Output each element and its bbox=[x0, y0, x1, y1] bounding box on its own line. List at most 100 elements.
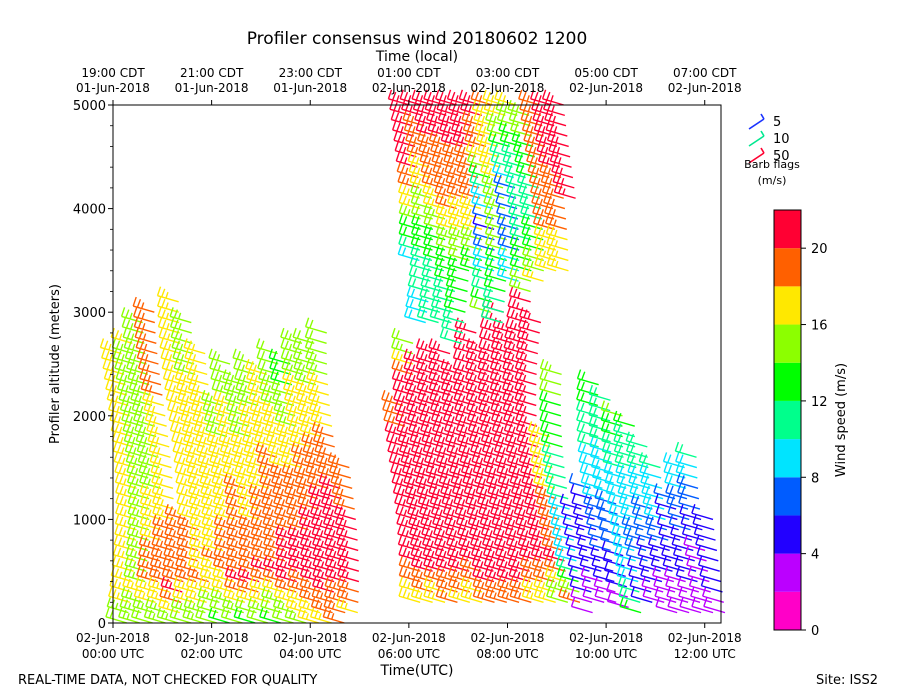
barb-flag bbox=[412, 385, 417, 392]
barb-flag bbox=[244, 452, 250, 462]
barb-flag bbox=[284, 426, 288, 434]
barb-shaft bbox=[176, 554, 198, 562]
barb-flag bbox=[246, 540, 251, 548]
barb-shaft bbox=[309, 502, 332, 510]
barb-flag bbox=[205, 457, 210, 465]
barb-shaft bbox=[208, 450, 231, 458]
barb-flag bbox=[200, 555, 205, 566]
wind-barb bbox=[176, 514, 199, 531]
barb-flag bbox=[527, 550, 531, 558]
barb-flag bbox=[122, 457, 126, 465]
barb-flag bbox=[271, 379, 276, 390]
barb-flag bbox=[675, 566, 681, 576]
barb-flag bbox=[410, 203, 416, 214]
barb-flag bbox=[203, 410, 209, 421]
barb-flag bbox=[163, 589, 168, 598]
barb-flag bbox=[136, 441, 142, 452]
barb-shaft bbox=[213, 502, 235, 510]
barb-flag bbox=[448, 576, 453, 586]
wind-barb bbox=[280, 327, 303, 344]
barb-flag bbox=[508, 462, 513, 473]
barb-flag bbox=[160, 488, 164, 496]
barb-flag bbox=[274, 436, 278, 444]
barb-flag bbox=[281, 405, 286, 413]
barb-flag bbox=[292, 338, 297, 348]
barb-flag bbox=[487, 333, 491, 340]
barb-flag bbox=[209, 509, 214, 516]
barb-flag bbox=[453, 327, 459, 338]
barb-shaft bbox=[201, 502, 223, 510]
wind-barb bbox=[269, 358, 292, 376]
barb-flag bbox=[303, 589, 308, 598]
wind-barb bbox=[306, 379, 329, 396]
barb-flag bbox=[292, 423, 297, 432]
barb-flag bbox=[146, 550, 150, 558]
barb-flag bbox=[449, 385, 453, 392]
barb-flag bbox=[428, 369, 433, 379]
barb-flag bbox=[233, 571, 237, 579]
barb-flag bbox=[447, 555, 452, 566]
wind-barb bbox=[306, 369, 329, 386]
barb-flag bbox=[396, 95, 400, 102]
barb-flag bbox=[240, 354, 245, 361]
barb-flag bbox=[484, 462, 489, 473]
barb-flag bbox=[417, 436, 422, 444]
barb-flag bbox=[288, 485, 293, 494]
barb-flag bbox=[427, 416, 431, 423]
wind-barb bbox=[255, 338, 278, 355]
barb-flag bbox=[482, 478, 486, 485]
barb-flag bbox=[228, 485, 233, 494]
wind-barb bbox=[138, 462, 161, 479]
barb-flag bbox=[536, 530, 541, 537]
barb-flag bbox=[148, 499, 152, 506]
barb-flag bbox=[182, 607, 187, 618]
barb-shaft bbox=[291, 450, 313, 458]
barb-flag bbox=[310, 514, 316, 524]
barb-flag bbox=[138, 423, 143, 432]
barb-flag bbox=[208, 412, 213, 422]
wind-barb bbox=[183, 338, 206, 355]
barb-flag bbox=[547, 519, 551, 527]
barb-flag bbox=[399, 153, 405, 163]
barb-flag bbox=[472, 488, 476, 496]
barb-flag bbox=[507, 296, 512, 307]
barb-flag bbox=[300, 545, 305, 555]
barb-shaft bbox=[170, 326, 192, 334]
barb-flag bbox=[416, 157, 420, 164]
barb-flag bbox=[674, 441, 680, 452]
barb-flag bbox=[513, 530, 517, 537]
wind-barb bbox=[201, 535, 224, 552]
barb-flag bbox=[232, 582, 236, 589]
barb-flag bbox=[159, 550, 163, 558]
wind-barb bbox=[299, 421, 322, 438]
barb-flag bbox=[541, 441, 546, 452]
barb-flag bbox=[134, 468, 139, 475]
barb-flag bbox=[630, 586, 635, 597]
barb-flag bbox=[125, 545, 130, 555]
barb-flag bbox=[275, 524, 280, 535]
barb-flag bbox=[625, 545, 631, 555]
barb-flag bbox=[135, 488, 140, 496]
barb-flag bbox=[299, 576, 304, 586]
barb-shaft bbox=[143, 408, 166, 417]
wind-barb bbox=[149, 452, 172, 469]
wind-barb bbox=[194, 431, 217, 448]
barb-flag bbox=[324, 485, 329, 494]
barb-flag bbox=[123, 338, 128, 348]
barb-flag bbox=[501, 436, 505, 444]
barb-flag bbox=[502, 379, 507, 390]
barb-flag bbox=[266, 506, 271, 515]
wind-barb bbox=[237, 400, 260, 417]
barb-flag bbox=[492, 317, 497, 327]
barb-shaft bbox=[118, 616, 141, 624]
barb-flag bbox=[575, 524, 580, 535]
barb-flag bbox=[410, 441, 416, 452]
barb-shaft bbox=[267, 450, 290, 458]
barb-flag bbox=[303, 423, 309, 432]
barb-flag bbox=[137, 358, 143, 369]
barb-flag bbox=[148, 488, 152, 496]
barb-flag bbox=[213, 504, 218, 514]
barb-flag bbox=[147, 431, 152, 441]
barb-flag bbox=[263, 381, 268, 391]
barb-flag bbox=[663, 566, 669, 576]
